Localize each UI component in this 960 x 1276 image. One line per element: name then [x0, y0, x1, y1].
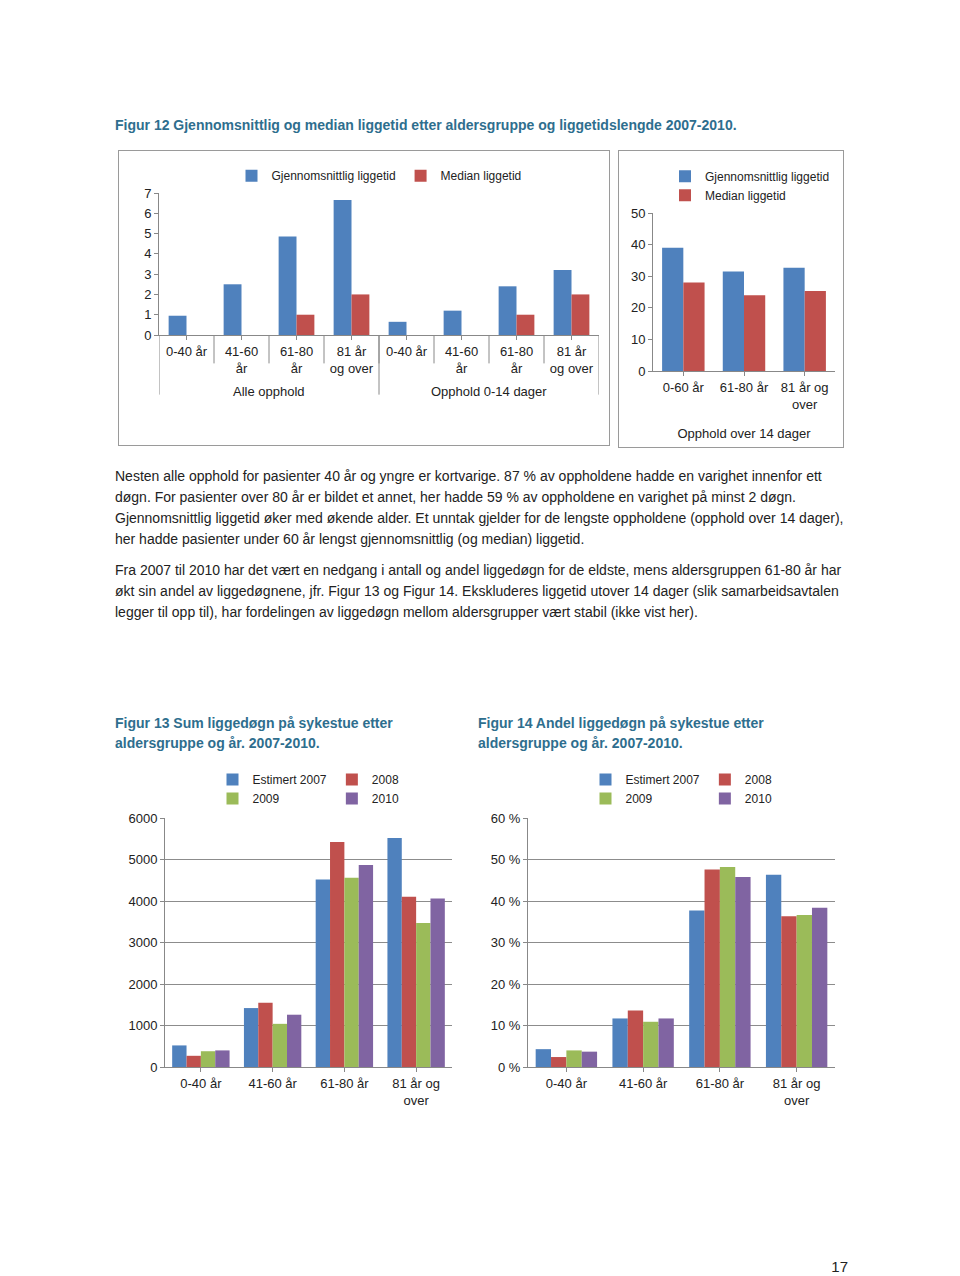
svg-text:5000: 5000 — [128, 852, 157, 867]
html-text:Figur 13 Sum liggedøgn på syke: Figur 13 Sum liggedøgn på sykestue etter… — [115, 715, 393, 751]
svg-text:10: 10 — [631, 332, 645, 347]
svg-text:0-40 år: 0-40 år — [386, 344, 428, 359]
svg-text:Gjennomsnittlig liggetid: Gjennomsnittlig liggetid — [705, 170, 829, 184]
svg-text:61-80år: 61-80år — [500, 344, 533, 376]
html-text:Nesten alle opphold for pasien: Nesten alle opphold for pasienter 40 år … — [115, 468, 844, 547]
svg-text:Estimert 2007: Estimert 2007 — [626, 773, 700, 787]
svg-text:0-40 år: 0-40 år — [180, 1076, 222, 1091]
svg-text:6: 6 — [144, 206, 151, 221]
svg-text:5: 5 — [144, 226, 151, 241]
html-text:Figur 14 Andel liggedøgn på sy: Figur 14 Andel liggedøgn på sykestue ett… — [478, 715, 764, 751]
svg-text:41-60år: 41-60år — [225, 344, 258, 376]
svg-text:41-60år: 41-60år — [445, 344, 478, 376]
svg-text:2008: 2008 — [372, 773, 399, 787]
svg-text:2009: 2009 — [626, 792, 653, 806]
svg-text:40 %: 40 % — [491, 894, 521, 909]
svg-text:61-80 år: 61-80 år — [720, 380, 769, 395]
svg-text:7: 7 — [144, 186, 151, 201]
svg-text:61-80år: 61-80år — [280, 344, 313, 376]
svg-text:3000: 3000 — [128, 935, 157, 950]
svg-text:81 år ogover: 81 år ogover — [773, 1076, 821, 1108]
svg-text:Opphold over 14 dager: Opphold over 14 dager — [678, 426, 812, 441]
svg-text:0 %: 0 % — [498, 1060, 521, 1075]
svg-text:20: 20 — [631, 300, 645, 315]
svg-text:0-40 år: 0-40 år — [166, 344, 208, 359]
svg-text:1: 1 — [144, 307, 151, 322]
html-text:Figur 12 Gjennomsnittlig og me: Figur 12 Gjennomsnittlig og median ligge… — [115, 117, 737, 133]
svg-text:Alle opphold: Alle opphold — [233, 384, 305, 399]
svg-text:50 %: 50 % — [491, 852, 521, 867]
svg-text:40: 40 — [631, 237, 645, 252]
svg-text:Estimert 2007: Estimert 2007 — [253, 773, 327, 787]
svg-text:0: 0 — [144, 328, 151, 343]
svg-text:2010: 2010 — [372, 792, 399, 806]
svg-text:20 %: 20 % — [491, 977, 521, 992]
svg-text:81 år ogover: 81 år ogover — [781, 380, 829, 412]
svg-text:0: 0 — [638, 364, 645, 379]
svg-text:4000: 4000 — [128, 894, 157, 909]
svg-text:2010: 2010 — [745, 792, 772, 806]
svg-text:50: 50 — [631, 206, 645, 221]
svg-text:2000: 2000 — [128, 977, 157, 992]
svg-text:2008: 2008 — [745, 773, 772, 787]
svg-text:61-80 år: 61-80 år — [696, 1076, 745, 1091]
svg-text:30: 30 — [631, 269, 645, 284]
svg-text:30 %: 30 % — [491, 935, 521, 950]
svg-text:Median liggetid: Median liggetid — [705, 189, 786, 203]
svg-text:81 årog over: 81 årog over — [550, 344, 594, 376]
svg-text:0-60 år: 0-60 år — [663, 380, 705, 395]
svg-text:0-40 år: 0-40 år — [546, 1076, 588, 1091]
svg-text:10 %: 10 % — [491, 1018, 521, 1033]
svg-text:60 %: 60 % — [491, 811, 521, 826]
html-text:17: 17 — [831, 1258, 848, 1275]
svg-text:81 år ogover: 81 år ogover — [392, 1076, 440, 1108]
html-text:Fra 2007 til 2010 har det vært: Fra 2007 til 2010 har det vært en nedgan… — [115, 562, 842, 620]
svg-text:61-80 år: 61-80 år — [320, 1076, 369, 1091]
svg-text:2: 2 — [144, 287, 151, 302]
svg-text:2009: 2009 — [253, 792, 280, 806]
svg-text:4: 4 — [144, 246, 151, 261]
svg-text:1000: 1000 — [128, 1018, 157, 1033]
svg-text:41-60 år: 41-60 år — [248, 1076, 297, 1091]
svg-text:41-60 år: 41-60 år — [619, 1076, 668, 1091]
svg-text:Opphold 0-14 dager: Opphold 0-14 dager — [431, 384, 547, 399]
svg-text:81 årog over: 81 årog over — [330, 344, 374, 376]
svg-text:Gjennomsnittlig liggetid: Gjennomsnittlig liggetid — [272, 169, 396, 183]
svg-text:3: 3 — [144, 267, 151, 282]
svg-text:6000: 6000 — [128, 811, 157, 826]
svg-text:0: 0 — [150, 1060, 157, 1075]
svg-text:Median liggetid: Median liggetid — [441, 169, 522, 183]
